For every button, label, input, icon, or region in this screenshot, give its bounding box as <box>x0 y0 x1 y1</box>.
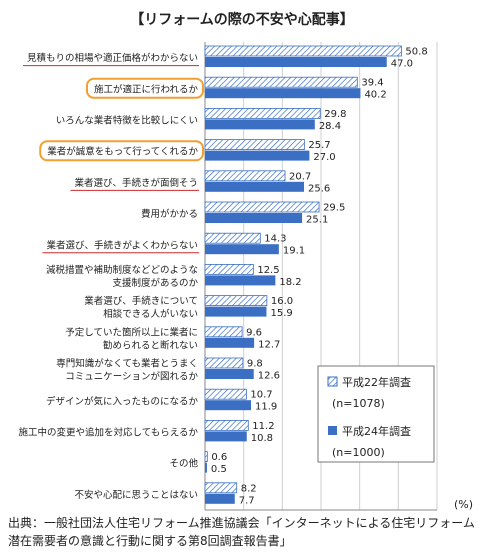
category-label: 業者が誠意をもって行ってくれるか <box>47 146 198 158</box>
highlight-box <box>85 77 204 99</box>
bar-series-1 <box>204 108 321 119</box>
category-label: デザインが気に入ったものになるか <box>46 395 199 407</box>
bar-series-1 <box>204 388 247 400</box>
legend: 平成22年調査(n=1078) 平成24年調査(n=1000) <box>317 365 435 463</box>
bar-series-1 <box>204 45 402 57</box>
category-label: 不安や心配に思うことはない <box>74 489 198 501</box>
value-label-series-1: 16.0 <box>271 296 293 307</box>
bar-series-1 <box>204 482 238 494</box>
value-label-series-2: 12.7 <box>258 339 280 350</box>
bar-series-1 <box>204 139 305 151</box>
value-label-series-1: 11.2 <box>252 421 274 432</box>
bar-series-1 <box>204 201 320 213</box>
value-label-series-2: 7.7 <box>239 495 255 506</box>
bar-series-2 <box>205 244 279 255</box>
bar-series-2 <box>205 462 207 473</box>
value-label-series-2: 15.9 <box>270 308 292 319</box>
value-labels: 50.847.0 39.440.2 29.828.4 25.727.020.725.6… <box>211 47 428 507</box>
bar-chart: 【リフォームの際の不安や心配事】 見積もりの相場や適正価格がわからない施工が適正… <box>19 11 474 511</box>
value-label-series-2: 11.9 <box>255 402 277 413</box>
bars <box>204 45 402 504</box>
value-label-series-2: 10.8 <box>251 433 273 444</box>
value-label-series-2: 28.4 <box>319 121 341 132</box>
value-label-series-1: 12.5 <box>257 265 279 276</box>
bar-series-1 <box>204 357 244 369</box>
value-label-series-1: 8.2 <box>241 483 257 494</box>
bar-series-2 <box>205 431 247 442</box>
bar-series-1 <box>204 76 358 88</box>
value-label-series-1: 29.5 <box>323 203 345 214</box>
category-label: 減税措置や補助制度などどのような支援制度があるのか <box>46 264 199 289</box>
bar-series-2 <box>205 57 387 67</box>
category-label: 業者選び、手続きについて相談できる人がいない <box>84 295 198 320</box>
value-label-series-1: 14.3 <box>264 234 286 245</box>
value-label-series-1: 50.8 <box>405 47 427 58</box>
bar-series-2 <box>205 369 254 379</box>
value-label-series-2: 12.6 <box>258 371 280 382</box>
bar-series-2 <box>205 275 276 286</box>
legend-swatch-series-1 <box>327 376 338 387</box>
bar-series-1 <box>204 326 243 338</box>
value-label-series-2: 40.2 <box>364 90 386 101</box>
category-label: 業者選び、手続きがよくわからない <box>46 239 198 251</box>
chart-title: 【リフォームの際の不安や心配事】 <box>130 11 354 28</box>
value-label-series-1: 20.7 <box>289 171 311 182</box>
highlight-box <box>39 140 204 162</box>
value-label-series-1: 10.7 <box>250 390 272 401</box>
highlights <box>22 65 204 254</box>
bar-series-2 <box>205 213 303 223</box>
bar-series-1 <box>204 232 261 244</box>
bar-series-2 <box>205 150 310 161</box>
bar-series-1 <box>204 263 254 275</box>
bar-series-2 <box>205 337 255 348</box>
category-label: 見積もりの相場や適正価格がわからない <box>27 52 198 64</box>
bar-series-2 <box>205 181 304 192</box>
bar-series-1 <box>204 170 286 182</box>
value-label-series-2: 25.1 <box>306 215 328 226</box>
bar-series-2 <box>205 119 315 130</box>
source-note: 出典：一般社団法人住宅リフォーム推進協議会「インターネットによる住宅リフォーム潜… <box>8 516 475 548</box>
bar-series-2 <box>205 400 252 411</box>
value-label-series-1: 9.8 <box>247 359 263 370</box>
bar-series-2 <box>205 493 235 504</box>
value-label-series-1: 25.7 <box>308 140 330 151</box>
category-label: 予定していた箇所以上に業者に勧められると断れない <box>65 326 198 351</box>
bar-series-2 <box>205 88 361 99</box>
category-label: いろんな業者特徴を比較しにくい <box>56 115 198 127</box>
legend-swatch-series-2 <box>328 426 337 435</box>
value-label-series-1: 0.6 <box>211 452 227 463</box>
value-label-series-2: 19.1 <box>283 246 305 257</box>
category-label: その他 <box>169 458 198 470</box>
category-label: 施工中の変更や追加を対応してもらえるか <box>19 427 199 439</box>
value-label-series-1: 9.6 <box>246 327 262 338</box>
category-label: 施工が適正に行われるか <box>94 83 199 95</box>
legend-entry-series-1: 平成22年調査(n=1078) <box>332 375 411 410</box>
value-label-series-2: 25.6 <box>308 183 330 194</box>
category-label: 専門知識がなくても業者とうまくコミュニケーションが図れるか <box>56 358 198 383</box>
x-axis-unit: (%) <box>454 498 473 511</box>
value-label-series-2: 18.2 <box>279 277 301 288</box>
bar-series-1 <box>204 419 249 431</box>
bar-series-1 <box>204 451 208 463</box>
value-label-series-1: 39.4 <box>361 78 383 89</box>
bar-series-2 <box>205 306 267 317</box>
value-label-series-2: 0.5 <box>211 464 227 475</box>
category-label: 業者選び、手続きが面倒そう <box>74 177 198 189</box>
category-labels: 見積もりの相場や適正価格がわからない施工が適正に行われるかいろんな業者特徴を比較… <box>19 52 199 501</box>
value-label-series-1: 29.8 <box>324 109 346 120</box>
value-label-series-2: 47.0 <box>391 59 413 70</box>
category-label: 費用がかかる <box>141 208 198 220</box>
value-label-series-2: 27.0 <box>313 152 335 163</box>
legend-entry-series-2: 平成24年調査(n=1000) <box>332 424 411 459</box>
bar-series-1 <box>204 295 268 307</box>
